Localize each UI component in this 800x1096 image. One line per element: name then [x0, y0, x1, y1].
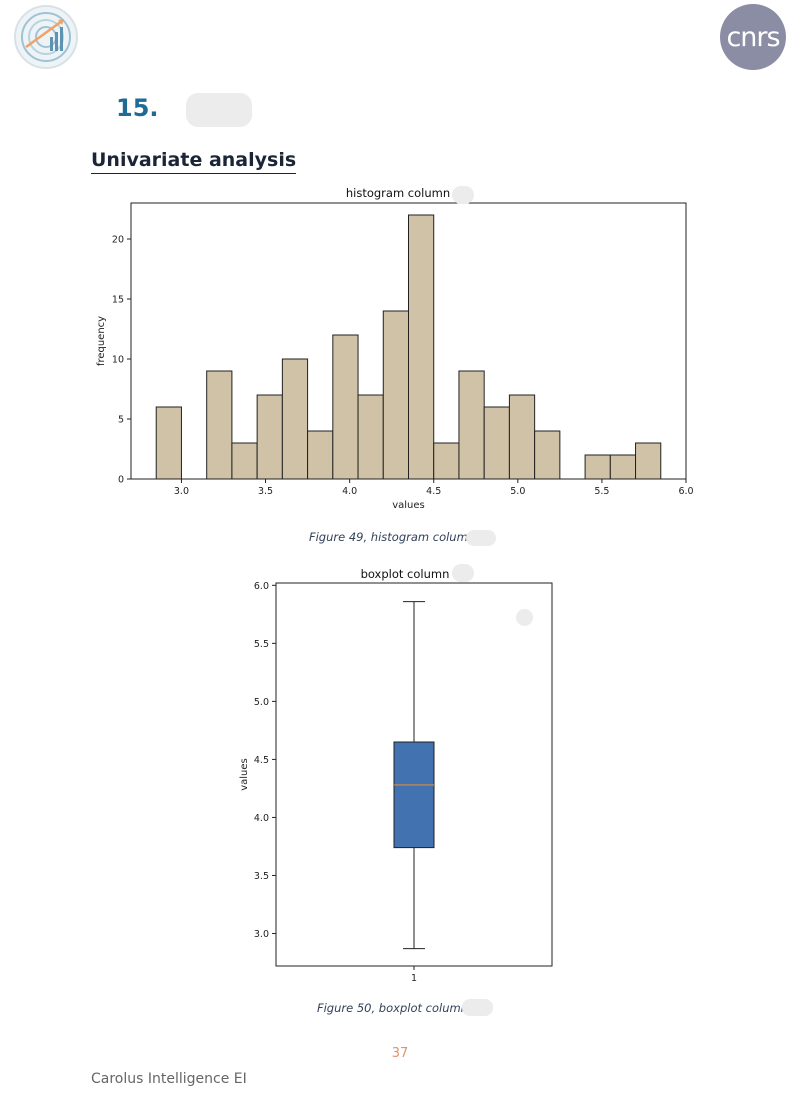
x-tick-label: 5.5	[594, 486, 609, 497]
histogram-bar	[483, 406, 510, 480]
boxplot-chart: 3.0 3.5 4.0 4.5 5.0 5.5 6.0 1 boxplot column valu…	[239, 567, 553, 984]
cnrs-logo-text: cnrs	[726, 21, 780, 53]
redacted-title-suffix	[452, 564, 474, 582]
y-tick-label: 15	[112, 295, 124, 306]
histogram-chart: 3.0 3.5 4.0 4.5 5.0 5.5 6.0 0 5 10 15 20 histogram c…	[96, 186, 694, 511]
x-tick-label: 3.5	[258, 486, 273, 497]
subheading: Univariate analysis	[91, 149, 297, 174]
figure-49-caption: Figure 49, histogram columr	[309, 530, 473, 544]
section-number: 15.	[116, 94, 159, 122]
company-logo	[14, 5, 78, 69]
x-tick-label: 5.0	[510, 486, 525, 497]
plot-frame	[130, 202, 687, 480]
histogram-bar	[281, 358, 309, 480]
figure-50-caption: Figure 50, boxplot column	[317, 1001, 468, 1015]
y-tick-label: 0	[118, 475, 124, 486]
footer-company: Carolus Intelligence EI	[91, 1071, 247, 1087]
y-tick-label: 6.0	[254, 581, 269, 592]
y-tick-label: 3.5	[254, 871, 269, 882]
histogram-title: histogram column	[346, 186, 450, 200]
cnrs-logo: cnrs	[720, 4, 786, 70]
data-analytics-logo-icon	[21, 12, 71, 62]
histogram-bar	[382, 310, 410, 480]
redacted-section-title	[186, 93, 252, 127]
histogram-bar	[508, 394, 536, 480]
histogram-bar	[609, 454, 637, 480]
redacted-caption-suffix	[462, 999, 493, 1016]
y-axis-label: frequency	[96, 316, 107, 366]
y-tick-label: 5	[118, 415, 124, 426]
y-axis-label: values	[239, 758, 250, 791]
x-tick-label: 4.5	[426, 486, 441, 497]
x-axis-label: values	[392, 500, 425, 511]
x-tick-label: 3.0	[174, 486, 189, 497]
histogram-bar	[332, 334, 359, 480]
y-tick-label: 4.0	[254, 813, 269, 824]
redacted-caption-suffix	[466, 530, 496, 546]
histogram-bar	[635, 442, 662, 480]
y-tick-label: 10	[112, 355, 124, 366]
histogram-bar	[155, 406, 182, 480]
x-tick-label: 6.0	[678, 486, 693, 497]
boxplot-title: boxplot column	[361, 567, 450, 581]
y-tick-label: 4.5	[254, 755, 269, 766]
y-tick-label: 3.0	[254, 929, 269, 940]
x-tick-label: 1	[411, 973, 417, 984]
x-tick-label: 4.0	[342, 486, 357, 497]
interquartile-box	[393, 741, 435, 849]
page-number: 37	[391, 1046, 409, 1061]
redacted-title-suffix	[452, 186, 474, 204]
y-tick-label: 5.0	[254, 697, 269, 708]
y-tick-label: 20	[112, 235, 124, 246]
histogram-bar	[256, 394, 283, 480]
histogram-bar	[408, 214, 435, 480]
y-tick-label: 5.5	[254, 639, 269, 650]
histogram-bar	[307, 430, 334, 480]
redacted-marker	[516, 609, 533, 626]
histogram-bar	[206, 370, 233, 480]
